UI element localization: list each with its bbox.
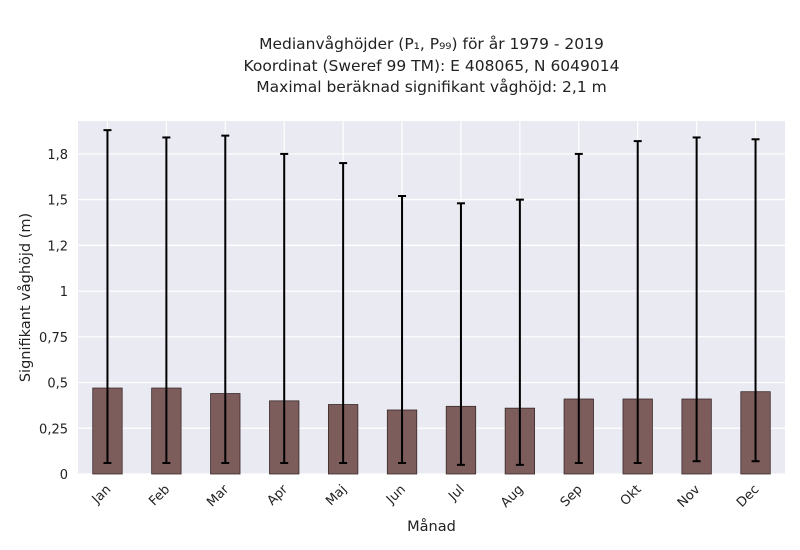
chart-title: Medianvåghöjder (P₁, P₉₉) för år 1979 - … (78, 34, 785, 99)
x-tick-label-jul: Jul (445, 482, 467, 504)
x-tick-label-okt: Okt (618, 482, 645, 509)
errorbar-jul (456, 202, 465, 466)
errorbar-dec (751, 138, 760, 463)
x-tick-label-mar: Mar (204, 482, 232, 510)
errorbar-okt (633, 140, 642, 465)
y-tick-label: 1,5 (47, 194, 68, 209)
y-tick-label: 0 (60, 468, 68, 483)
y-tick-labels: 0 0,25 0,5 0,75 1 1,2 1,5 1,8 (39, 148, 68, 483)
x-tick-label-dec: Dec (734, 482, 762, 510)
errorbar-maj (339, 162, 348, 465)
errorbar-jan (103, 129, 112, 465)
y-tick-label: 1,8 (47, 148, 68, 163)
errorbar-nov (692, 136, 701, 463)
x-tick-label-feb: Feb (146, 482, 173, 509)
x-tick-label-aug: Aug (498, 482, 527, 511)
x-tick-label-maj: Maj (323, 482, 350, 509)
chart-title-line: Medianvåghöjder (P₁, P₉₉) för år 1979 - … (259, 35, 604, 53)
x-tick-labels: Jan Feb Mar Apr Maj Jun Jul Aug Sep Okt Nov Dec (89, 482, 763, 511)
errorbar-aug (515, 198, 524, 466)
error-bars (103, 129, 760, 466)
y-tick-label: 1 (60, 285, 68, 300)
y-tick-label: 1,2 (47, 239, 68, 254)
errorbar-jun (398, 194, 407, 465)
y-tick-label: 0,5 (47, 377, 68, 392)
x-tick-label-nov: Nov (675, 482, 704, 511)
errorbar-apr (280, 152, 289, 465)
y-axis-label: Signifikant våghöjd (m) (17, 213, 34, 382)
x-tick-label-jan: Jan (89, 482, 114, 507)
x-axis-label: Månad (407, 518, 456, 535)
x-tick-label-apr: Apr (265, 482, 292, 509)
x-tick-label-sep: Sep (558, 482, 586, 510)
errorbar-mar (221, 134, 230, 465)
chart-subtitle-coordinates: Koordinat (Sweref 99 TM): E 408065, N 60… (243, 56, 620, 75)
plot-area (78, 121, 785, 474)
errorbar-sep (574, 152, 583, 465)
y-tick-label: 0,25 (39, 422, 68, 437)
chart-subtitle-max-height: Maximal beräknad signifikant våghöjd: 2,… (256, 78, 607, 96)
y-tick-label: 0,75 (39, 331, 68, 346)
errorbar-feb (162, 136, 171, 465)
x-tick-label-jun: Jun (383, 482, 409, 508)
